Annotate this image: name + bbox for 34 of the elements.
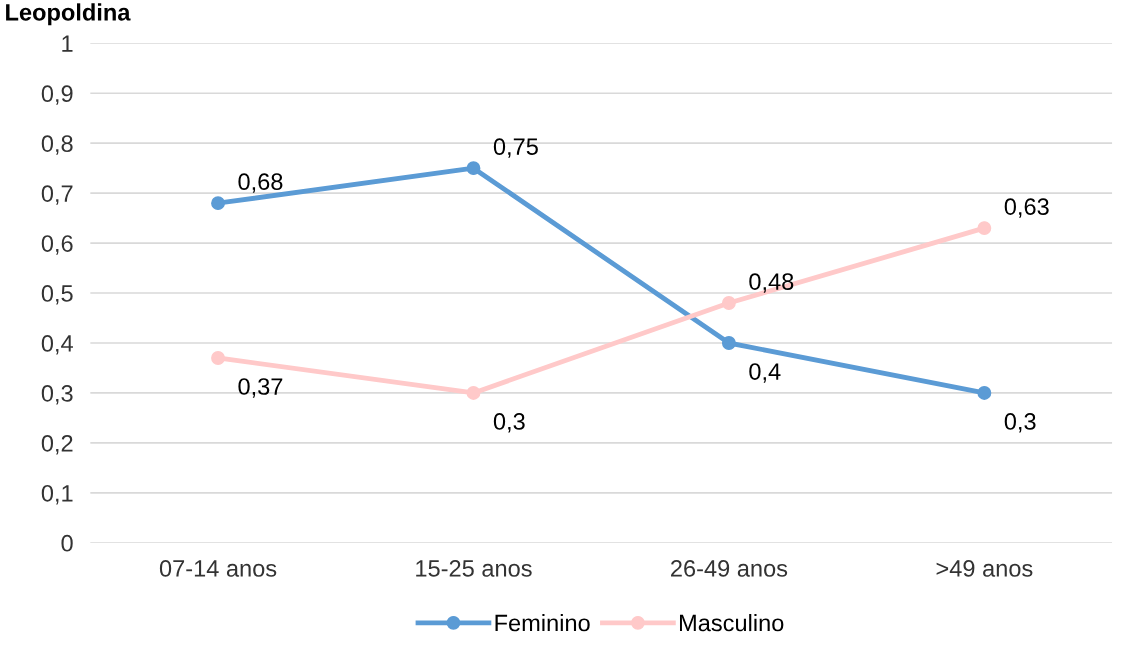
point	[466, 161, 481, 176]
data-label: 0,68	[238, 173, 283, 193]
x-tick-label: >49 anos	[936, 560, 1033, 577]
x-tick-label: 15-25 anos	[416, 560, 532, 577]
legend-label: Masculino	[679, 613, 784, 632]
point	[721, 296, 736, 310]
data-label: 0,37	[238, 378, 283, 398]
y-tick-label: 0	[61, 534, 73, 552]
y-tick-label: 0,9	[41, 85, 73, 105]
y-tick-label: 0,5	[41, 285, 73, 305]
y-tick-label: 0,1	[41, 484, 73, 505]
x-tick-label: 07-14 anos	[159, 560, 277, 577]
data-label: 0,3	[1004, 413, 1036, 433]
point	[466, 385, 481, 400]
y-tick-label: 0,7	[41, 185, 73, 205]
data-label: 0,63	[1004, 198, 1049, 218]
y-tick-label: 0,8	[41, 135, 73, 155]
point	[977, 385, 992, 400]
y-tick-label: 0,4	[41, 335, 73, 355]
y-tick-label: 0,3	[41, 385, 73, 405]
legend-label: Feminino	[495, 613, 590, 632]
data-label: 0,3	[493, 413, 525, 433]
y-tick-label: 0,2	[41, 434, 73, 455]
point	[721, 336, 736, 350]
x-tick-label: 26-49 anos	[671, 560, 788, 577]
point	[977, 221, 992, 236]
data-label: 0,75	[493, 138, 538, 158]
point	[211, 196, 225, 211]
point	[211, 351, 225, 365]
y-tick-label: 1	[62, 35, 73, 52]
data-label: 0,48	[749, 273, 794, 293]
chart-title: Leopoldina	[6, 3, 131, 26]
data-label: 0,4	[749, 363, 781, 383]
y-tick-label: 0,6	[41, 235, 73, 255]
